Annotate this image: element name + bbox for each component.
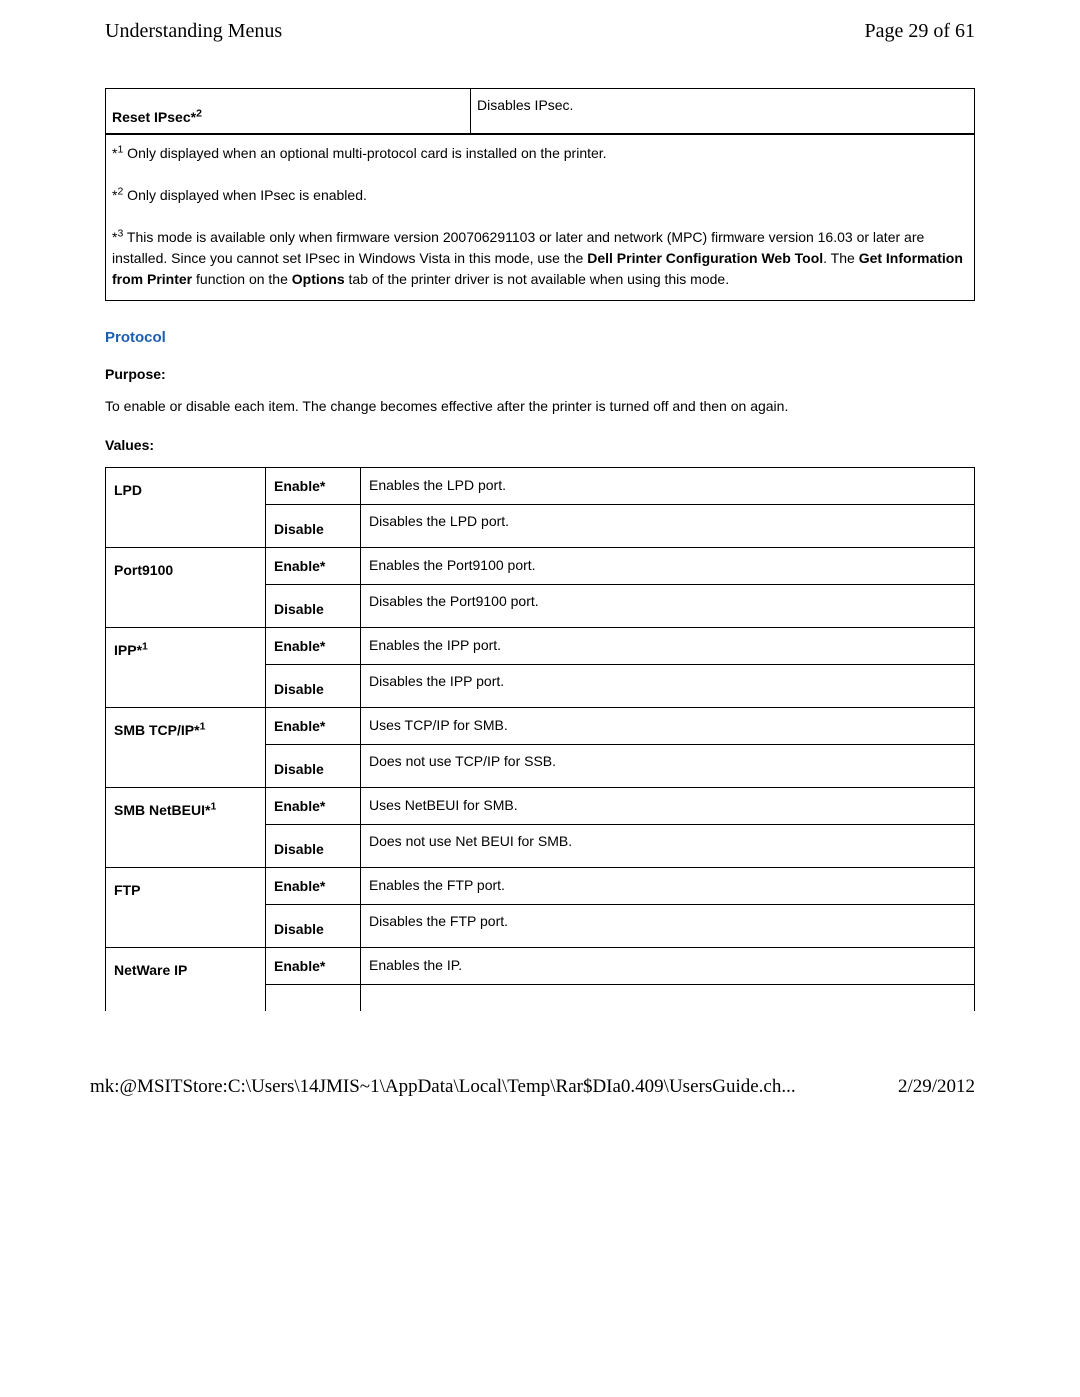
reset-ipsec-sup: 2 <box>196 107 202 119</box>
row-smbtcp-enable: Enable* <box>266 708 361 745</box>
row-lpd-disable: Disable <box>266 505 361 548</box>
page-header: Understanding Menus Page 29 of 61 <box>105 20 975 43</box>
footer-left: mk:@MSITStore:C:\Users\14JMIS~1\AppData\… <box>90 1076 796 1098</box>
purpose-label: Purpose: <box>105 366 975 382</box>
row-ipp-en-desc: Enables the IPP port. <box>361 628 975 665</box>
reset-ipsec-label: Reset IPsec* <box>112 109 196 125</box>
footnote-1: *1 Only displayed when an optional multi… <box>106 135 975 301</box>
footer-right: 2/29/2012 <box>898 1076 975 1098</box>
values-label: Values: <box>105 437 975 453</box>
page-footer: mk:@MSITStore:C:\Users\14JMIS~1\AppData\… <box>0 1076 1080 1116</box>
row-smbtcp-disable: Disable <box>266 745 361 788</box>
row-port9100-en-desc: Enables the Port9100 port. <box>361 548 975 585</box>
row-ftp-en-desc: Enables the FTP port. <box>361 868 975 905</box>
header-right: Page 29 of 61 <box>864 20 975 43</box>
row-ftp-name: FTP <box>106 868 266 948</box>
row-lpd-en-desc: Enables the LPD port. <box>361 468 975 505</box>
row-netware-disable-cell <box>266 985 361 1012</box>
row-smbtcp-dis-desc: Does not use TCP/IP for SSB. <box>361 745 975 788</box>
protocol-title: Protocol <box>105 329 975 346</box>
row-port9100-name: Port9100 <box>106 548 266 628</box>
row-port9100-enable: Enable* <box>266 548 361 585</box>
row-smbtcp-name: SMB TCP/IP*1 <box>106 708 266 788</box>
reset-ipsec-label-cell: Reset IPsec*2 <box>106 89 471 134</box>
row-netware-enable: Enable* <box>266 948 361 985</box>
row-port9100-disable: Disable <box>266 585 361 628</box>
row-ftp-dis-desc: Disables the FTP port. <box>361 905 975 948</box>
row-smbnb-en-desc: Uses NetBEUI for SMB. <box>361 788 975 825</box>
row-netware-name: NetWare IP <box>106 948 266 1012</box>
row-smbnb-name: SMB NetBEUI*1 <box>106 788 266 868</box>
row-lpd-dis-desc: Disables the LPD port. <box>361 505 975 548</box>
purpose-text: To enable or disable each item. The chan… <box>105 396 975 417</box>
header-left: Understanding Menus <box>105 20 282 43</box>
row-ipp-disable: Disable <box>266 665 361 708</box>
row-netware-dis-desc <box>361 985 975 1012</box>
row-port9100-dis-desc: Disables the Port9100 port. <box>361 585 975 628</box>
row-netware-en-desc: Enables the IP. <box>361 948 975 985</box>
values-table: LPD Enable* Enables the LPD port. Disabl… <box>105 467 975 1011</box>
row-lpd-name: LPD <box>106 468 266 548</box>
reset-ipsec-desc: Disables IPsec. <box>470 89 974 134</box>
row-ipp-enable: Enable* <box>266 628 361 665</box>
footnotes-table: *1 Only displayed when an optional multi… <box>105 134 975 301</box>
row-ipp-dis-desc: Disables the IPP port. <box>361 665 975 708</box>
row-ftp-disable: Disable <box>266 905 361 948</box>
row-smbtcp-en-desc: Uses TCP/IP for SMB. <box>361 708 975 745</box>
reset-ipsec-table: Reset IPsec*2 Disables IPsec. <box>105 88 975 134</box>
row-smbnb-disable: Disable <box>266 825 361 868</box>
row-smbnb-dis-desc: Does not use Net BEUI for SMB. <box>361 825 975 868</box>
row-lpd-enable: Enable* <box>266 468 361 505</box>
row-smbnb-enable: Enable* <box>266 788 361 825</box>
row-ipp-name: IPP*1 <box>106 628 266 708</box>
row-ftp-enable: Enable* <box>266 868 361 905</box>
